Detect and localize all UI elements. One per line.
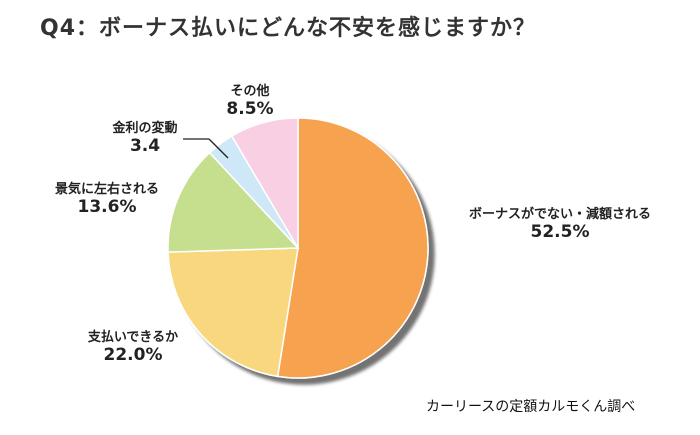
label-bonus-value: 52.5% (530, 222, 590, 242)
label-interest-value: 3.4 (129, 136, 161, 156)
label-payable-value: 22.0% (103, 345, 163, 365)
label-bonus-name: ボーナスがでない・減額される (468, 207, 651, 222)
label-bonus: ボーナスがでない・減額される 52.5% (440, 203, 680, 242)
label-payable: 支払いできるか 22.0% (68, 326, 198, 365)
label-interest-name: 金利の変動 (112, 121, 178, 136)
leader-line (208, 138, 229, 159)
label-other-value: 8.5% (226, 99, 274, 119)
slice-economy (167, 151, 300, 253)
label-payable-name: 支払いできるか (87, 330, 179, 345)
slice-bonus (276, 117, 429, 379)
label-economy-value: 13.6% (77, 197, 137, 217)
label-economy: 景気に左右される 13.6% (42, 178, 172, 217)
label-economy-name: 景気に左右される (54, 182, 159, 197)
source-note: カーリースの定額カルモくん調べ (426, 399, 636, 415)
label-other: その他 8.5% (220, 80, 280, 119)
chart-title: Q4：ボーナス払いにどんな不安を感じますか？ (40, 16, 537, 41)
label-interest: 金利の変動 3.4 (100, 117, 190, 156)
slice-other (230, 117, 299, 251)
label-other-name: その他 (230, 84, 270, 99)
slice-payable (167, 247, 299, 378)
